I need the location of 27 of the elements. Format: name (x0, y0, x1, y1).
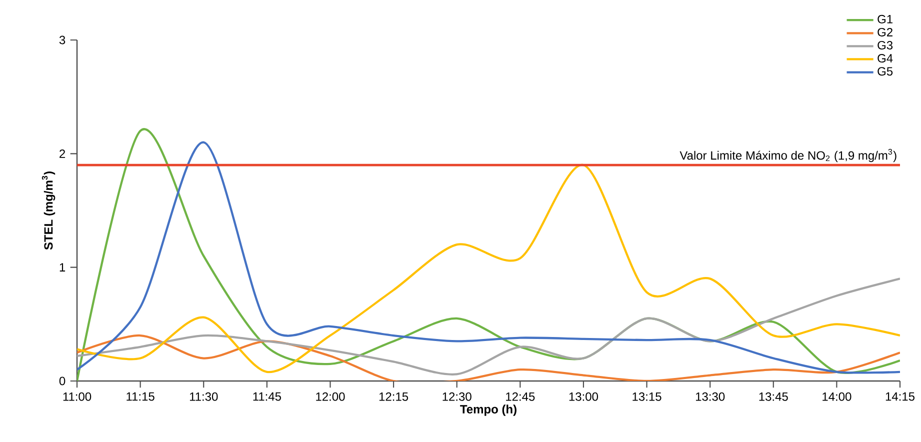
y-axis-title: STEL (mg/m$^{3}$) (42, 172, 56, 250)
line-series (77, 278, 900, 376)
x-tick-label: 13:45 (759, 392, 788, 401)
y-tick-label: 2 (60, 149, 66, 158)
ref-line-label: Valor Limite Máximo de NO$_{2}$ (1,9 mg/m$^{3}$) (680, 148, 896, 162)
y-tick-label: 0 (59, 376, 66, 386)
x-axis-title: Tempo (h) (460, 404, 516, 416)
x-tick-label: 12:15 (379, 392, 408, 401)
legend-label: G2 (878, 28, 892, 36)
x-tick-label: 12:00 (316, 392, 345, 401)
x-tick-label: 14:15 (886, 392, 914, 401)
x-tick-label: 11:15 (126, 392, 154, 401)
x-tick-label: 13:00 (569, 392, 598, 401)
y-tick-label: 3 (59, 36, 66, 44)
x-tick-label: 11:45 (253, 392, 281, 401)
legend-label: G5 (878, 67, 893, 76)
y-tick-label: 1 (60, 263, 66, 272)
legend-label: G1 (878, 14, 892, 24)
x-tick-label: 13:15 (632, 392, 662, 401)
x-tick-label: 14:00 (822, 392, 852, 401)
legend-label: G3 (878, 40, 893, 50)
legend-label: G4 (878, 54, 893, 63)
x-tick-label: 13:30 (696, 392, 725, 401)
x-tick-label: 11:30 (190, 392, 218, 401)
x-tick-label: 12:45 (506, 392, 535, 401)
x-tick-label: 12:30 (442, 392, 472, 401)
x-tick-label: 11:00 (63, 392, 92, 401)
